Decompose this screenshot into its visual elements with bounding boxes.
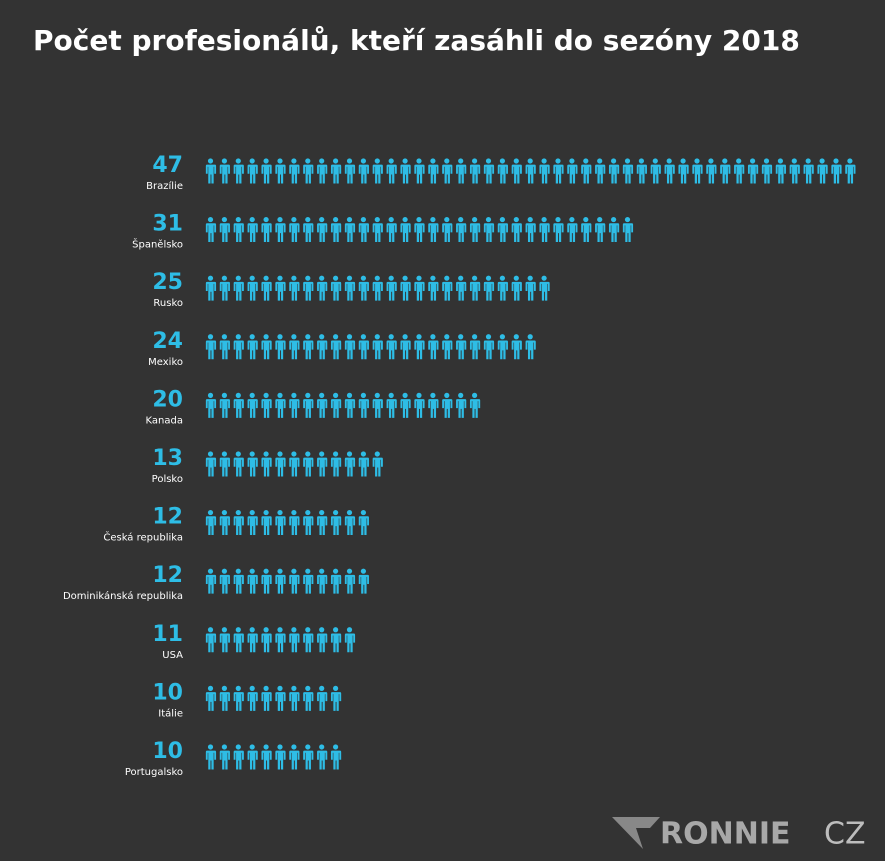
category-label: Polsko (152, 474, 183, 485)
value-label: 47 (152, 153, 183, 178)
value-label: 31 (152, 212, 183, 237)
category-label: Česká republika (103, 531, 183, 544)
category-label: USA (162, 650, 183, 661)
value-label: 10 (152, 680, 183, 705)
value-label: 12 (152, 563, 183, 588)
category-label: Mexiko (148, 357, 183, 368)
value-label: 24 (152, 329, 183, 354)
value-label: 12 (152, 505, 183, 530)
category-label: Portugalsko (125, 767, 183, 778)
category-label: Rusko (153, 298, 183, 309)
value-label: 11 (152, 622, 183, 647)
value-label: 25 (152, 270, 183, 295)
category-label: Kanada (146, 415, 183, 426)
value-label: 10 (152, 739, 183, 764)
category-label: Dominikánská republika (63, 590, 183, 602)
logo-icon (612, 817, 660, 849)
category-label: Itálie (158, 707, 183, 719)
chart-title: Počet profesionálů, kteří zasáhli do sez… (33, 24, 800, 57)
category-label: Brazílie (146, 180, 183, 192)
logo-text: RONNIE (660, 817, 790, 852)
category-label: Španělsko (132, 238, 183, 251)
watermark: RONNIE CZ (612, 817, 866, 852)
logo-text: CZ (824, 817, 866, 852)
value-label: 13 (152, 446, 183, 471)
value-label: 20 (152, 387, 183, 412)
